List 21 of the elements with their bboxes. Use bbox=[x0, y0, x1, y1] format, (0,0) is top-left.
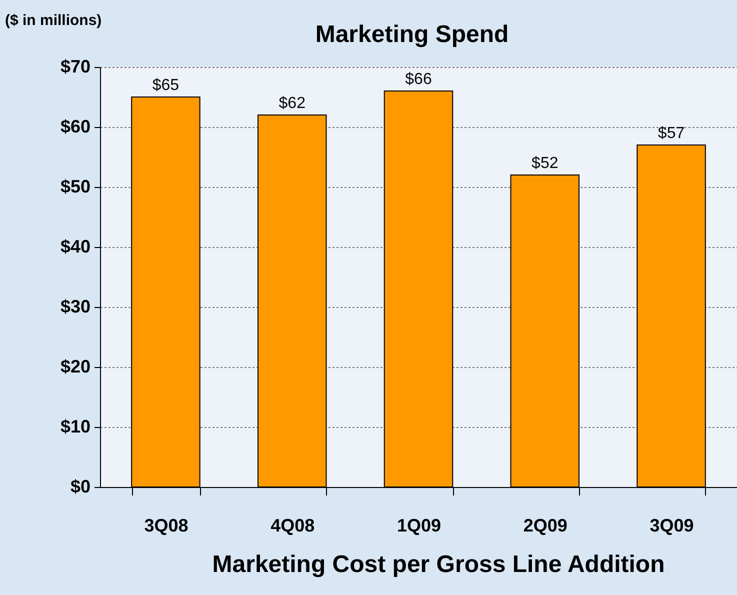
y-tick-label: $40 bbox=[60, 236, 90, 256]
text: Marketing Cost per Gross Line Addition bbox=[212, 551, 665, 578]
y-tick-label: $20 bbox=[60, 356, 90, 376]
data-label: $65 bbox=[152, 77, 180, 94]
y-tick-label: $0 bbox=[70, 476, 90, 496]
data-label: $66 bbox=[405, 71, 432, 88]
y-tick-label: $50 bbox=[60, 176, 90, 196]
data-label: $52 bbox=[532, 155, 558, 172]
data-label: $57 bbox=[658, 125, 685, 142]
x-tick-label: 1Q09 bbox=[396, 516, 442, 536]
y-tick-label: $70 bbox=[60, 56, 90, 76]
x-tick-label: 3Q08 bbox=[144, 516, 188, 536]
y-tick-label: $10 bbox=[60, 416, 90, 436]
x-tick-label: 3Q09 bbox=[650, 516, 694, 536]
chart-title: Marketing Spend bbox=[315, 21, 509, 48]
y-tick-label: $30 bbox=[60, 296, 90, 316]
y-tick-label: $60 bbox=[60, 116, 90, 136]
data-label: $62 bbox=[278, 95, 306, 112]
x-tick-label: 4Q08 bbox=[270, 516, 315, 536]
text: ($ in millions) bbox=[5, 12, 102, 29]
x-tick-label: 2Q09 bbox=[523, 516, 568, 536]
